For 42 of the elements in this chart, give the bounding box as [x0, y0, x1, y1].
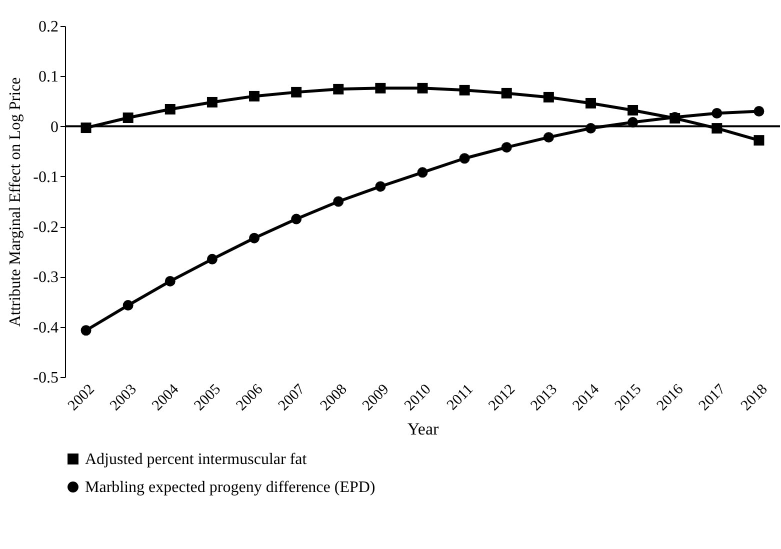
legend-label: Adjusted percent intermuscular fat — [85, 451, 308, 468]
y-tick-label: -0.3 — [33, 269, 58, 286]
point — [628, 104, 638, 116]
y-tick-label: -0.5 — [33, 370, 58, 386]
y-tick-label: -0.2 — [33, 219, 58, 236]
point — [333, 196, 344, 207]
x-axis-title: Year — [407, 419, 439, 438]
point — [543, 92, 554, 102]
y-axis-title: Attribute Marginal Effect on Log Price — [7, 77, 24, 327]
point — [249, 90, 260, 102]
point — [417, 82, 428, 94]
point — [754, 106, 764, 116]
y-tick-label: 0.2 — [38, 18, 58, 36]
legend-label: Marbling expected progeny difference (EPD) — [85, 479, 376, 496]
y-tick-label: -0.4 — [33, 319, 58, 336]
point — [164, 276, 176, 286]
point — [80, 325, 92, 336]
x-tick-label: 2011 — [444, 382, 476, 414]
point — [628, 117, 638, 128]
point — [459, 84, 470, 96]
point — [206, 96, 218, 108]
point — [375, 181, 386, 192]
point — [291, 86, 302, 98]
point — [206, 254, 218, 264]
point — [164, 104, 176, 114]
point — [501, 88, 512, 98]
point — [459, 153, 470, 164]
point — [291, 214, 302, 224]
point — [333, 84, 344, 94]
point — [754, 135, 764, 146]
point — [585, 98, 596, 108]
point — [122, 112, 134, 124]
point — [712, 108, 722, 118]
y-tick-label: 0.1 — [38, 68, 58, 86]
point — [249, 232, 260, 244]
y-tick-label: -0.1 — [33, 168, 58, 186]
point — [543, 132, 554, 143]
y-tick-label: 0 — [50, 118, 58, 136]
point — [501, 142, 512, 153]
point — [375, 82, 386, 94]
point — [417, 167, 428, 178]
point — [122, 300, 134, 311]
